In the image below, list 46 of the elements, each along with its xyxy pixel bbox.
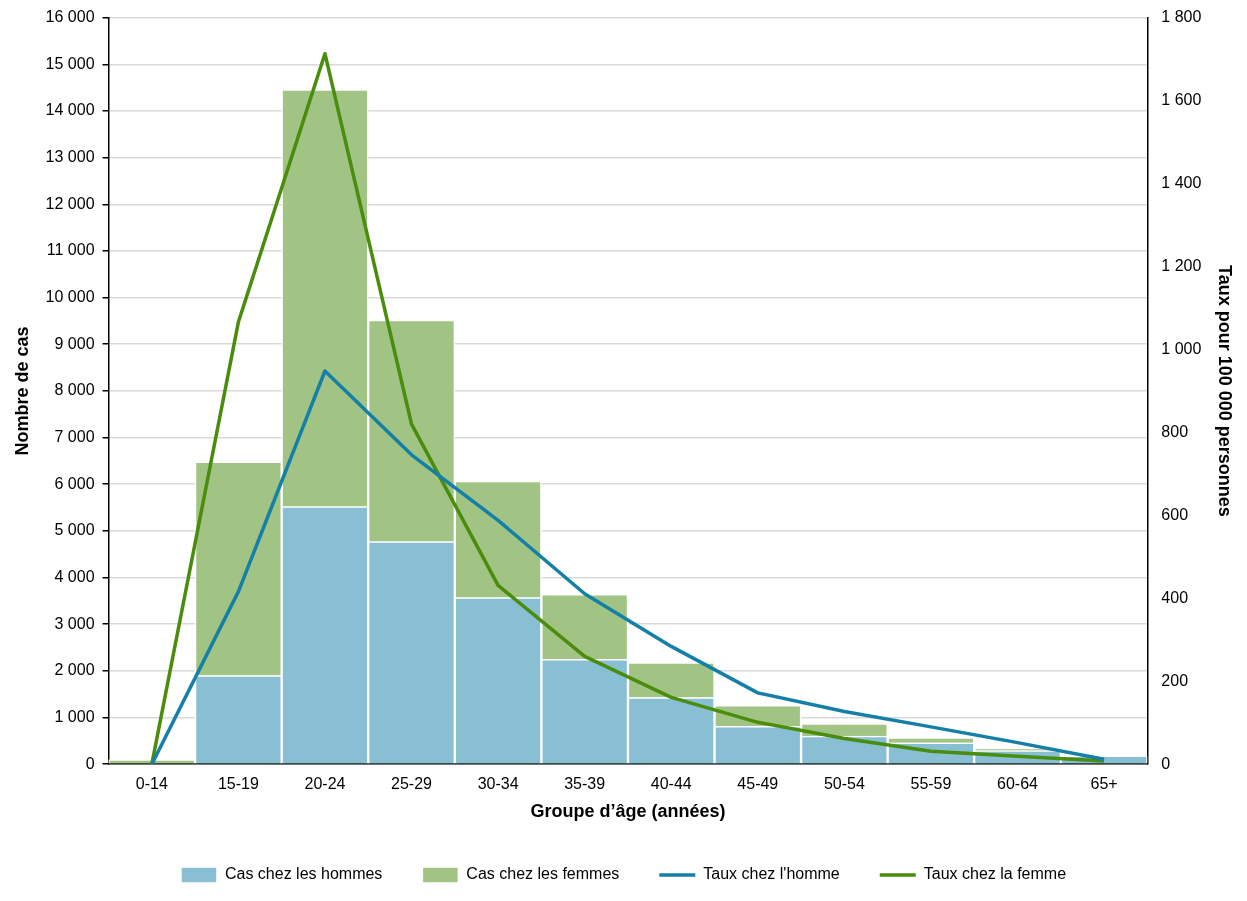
- y-tick-label: 12 000: [45, 194, 95, 212]
- y-tick-label: 8 000: [54, 381, 95, 399]
- y2-tick-label: 400: [1161, 588, 1189, 606]
- y-axis-title: Nombre de cas: [11, 326, 32, 456]
- y-tick-label: 15 000: [45, 54, 95, 72]
- y2-tick-label: 800: [1161, 422, 1189, 440]
- y-tick-label: 9 000: [54, 334, 95, 352]
- y2-tick-label: 0: [1161, 754, 1171, 772]
- y2-tick-label: 600: [1161, 505, 1189, 523]
- y-tick-label: 10 000: [45, 287, 95, 305]
- y2-axis-title: Taux pour 100 000 personnes: [1215, 265, 1236, 517]
- y-tick-label: 16 000: [45, 8, 95, 26]
- y-tick-label: 3 000: [54, 614, 95, 632]
- y-tick-label: 14 000: [45, 101, 95, 119]
- x-tick-label: 60-64: [997, 775, 1039, 793]
- legend-label: Cas chez les femmes: [466, 865, 620, 883]
- y-tick-label: 6 000: [54, 474, 95, 492]
- y-tick-label: 1 000: [54, 707, 95, 725]
- y-tick-label: 13 000: [45, 147, 95, 165]
- x-tick-label: 55-59: [910, 775, 952, 793]
- y2-tick-label: 1 800: [1161, 8, 1202, 26]
- x-tick-label: 50-54: [823, 775, 865, 793]
- x-tick-label: 30-34: [477, 775, 519, 793]
- y2-tick-label: 1 400: [1161, 173, 1202, 191]
- legend-label: Cas chez les hommes: [224, 865, 383, 883]
- x-tick-label: 25-29: [391, 775, 433, 793]
- x-tick-label: 45-49: [737, 775, 779, 793]
- y-tick-label: 11 000: [46, 241, 95, 259]
- legend-label: Taux chez l'homme: [703, 865, 840, 883]
- x-tick-label: 0-14: [135, 775, 168, 793]
- x-tick-label: 15-19: [217, 775, 259, 793]
- y-tick-label: 2 000: [54, 661, 95, 679]
- y2-tick-label: 200: [1161, 671, 1189, 689]
- y-tick-label: 0: [85, 754, 95, 772]
- x-tick-label: 20-24: [304, 775, 346, 793]
- y-tick-label: 5 000: [54, 521, 95, 539]
- x-tick-label: 65+: [1090, 775, 1118, 793]
- y2-tick-label: 1 200: [1161, 256, 1202, 274]
- y-tick-label: 7 000: [54, 427, 95, 445]
- y2-tick-label: 1 600: [1161, 90, 1202, 108]
- x-tick-label: 40-44: [650, 775, 692, 793]
- y-tick-label: 4 000: [54, 567, 95, 585]
- legend-label: Taux chez la femme: [923, 865, 1067, 883]
- y2-tick-label: 1 000: [1161, 339, 1202, 357]
- x-tick-label: 35-39: [564, 775, 606, 793]
- x-axis-title: Groupe d’âge (années): [530, 801, 726, 822]
